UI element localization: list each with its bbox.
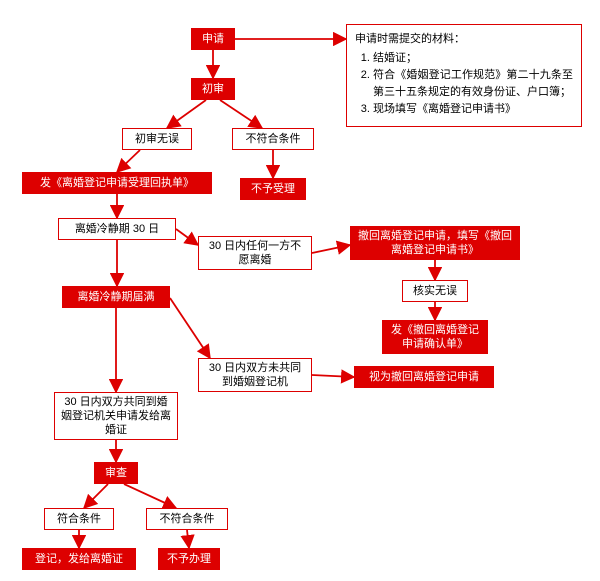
node-prelim_no: 不符合条件 [232,128,314,150]
node-no_process: 不予办理 [158,548,220,570]
node-withdraw_conf: 发《撤回离婚登记申请确认单》 [382,320,488,354]
node-verify_ok: 核实无误 [402,280,468,302]
info-title: 申请时需提交的材料： [355,31,573,48]
node-apply: 申请 [191,28,235,50]
node-prelim: 初审 [191,78,235,100]
node-cooling_end: 离婚冷静期届满 [62,286,170,308]
info-item: 符合《婚姻登记工作规范》第二十九条至第三十五条规定的有效身份证、户口簿； [373,67,573,101]
info-item: 现场填写《离婚登记申请书》 [373,101,573,118]
node-deemed: 视为撤回离婚登记申请 [354,366,494,388]
node-not_both: 30 日内双方未共同到婚姻登记机 [198,358,312,392]
node-review_ok: 符合条件 [44,508,114,530]
node-cooling30: 离婚冷静期 30 日 [58,218,176,240]
node-both_apply: 30 日内双方共同到婚姻登记机关申请发给离婚证 [54,392,178,440]
info-item: 结婚证； [373,50,573,67]
node-receipt: 发《离婚登记申请受理回执单》 [22,172,212,194]
node-any_unwill: 30 日内任何一方不愿离婚 [198,236,312,270]
node-prelim_ok: 初审无误 [122,128,192,150]
node-withdraw_app: 撤回离婚登记申请，填写《撤回离婚登记申请书》 [350,226,520,260]
node-register: 登记，发给离婚证 [22,548,136,570]
node-review_no: 不符合条件 [146,508,228,530]
info-list: 结婚证； 符合《婚姻登记工作规范》第二十九条至第三十五条规定的有效身份证、户口簿… [355,50,573,118]
node-no_accept: 不予受理 [240,178,306,200]
materials-info-box: 申请时需提交的材料： 结婚证； 符合《婚姻登记工作规范》第二十九条至第三十五条规… [346,24,582,127]
node-review: 审查 [94,462,138,484]
